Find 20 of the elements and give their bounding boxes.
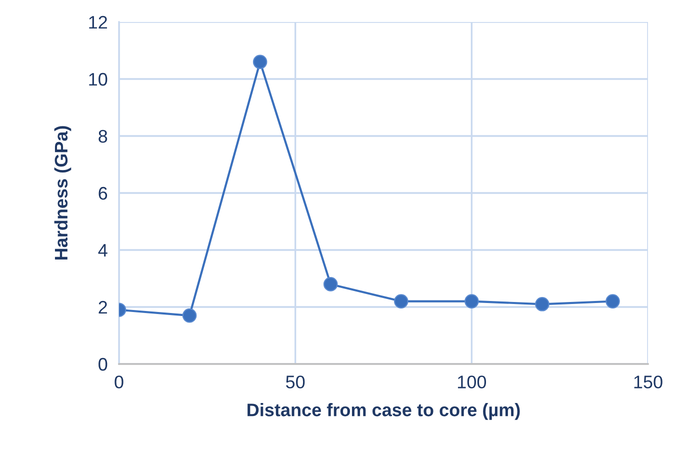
x-axis-title: Distance from case to core (µm) (248, 403, 520, 420)
y-tick-label: 8 (98, 130, 108, 143)
y-tick-label: 12 (89, 16, 107, 29)
y-tick-label: 6 (98, 186, 108, 200)
y-axis-title: Hardness (GPa) (54, 126, 72, 260)
y-tick-label: 2 (98, 300, 107, 314)
point (606, 294, 620, 308)
x-tick-label: 0 (114, 376, 124, 388)
point (182, 308, 197, 323)
x-tick-label: 150 (634, 376, 662, 388)
y-tick-label: 4 (98, 244, 108, 257)
point (535, 297, 550, 312)
point (323, 277, 338, 292)
point (464, 294, 479, 308)
y-tick-label: 10 (89, 72, 108, 86)
point (394, 294, 408, 308)
x-tick-label: 100 (458, 376, 486, 388)
point (252, 54, 268, 70)
x-tick-label: 50 (286, 376, 305, 388)
y-tick-label: 0 (98, 358, 108, 371)
